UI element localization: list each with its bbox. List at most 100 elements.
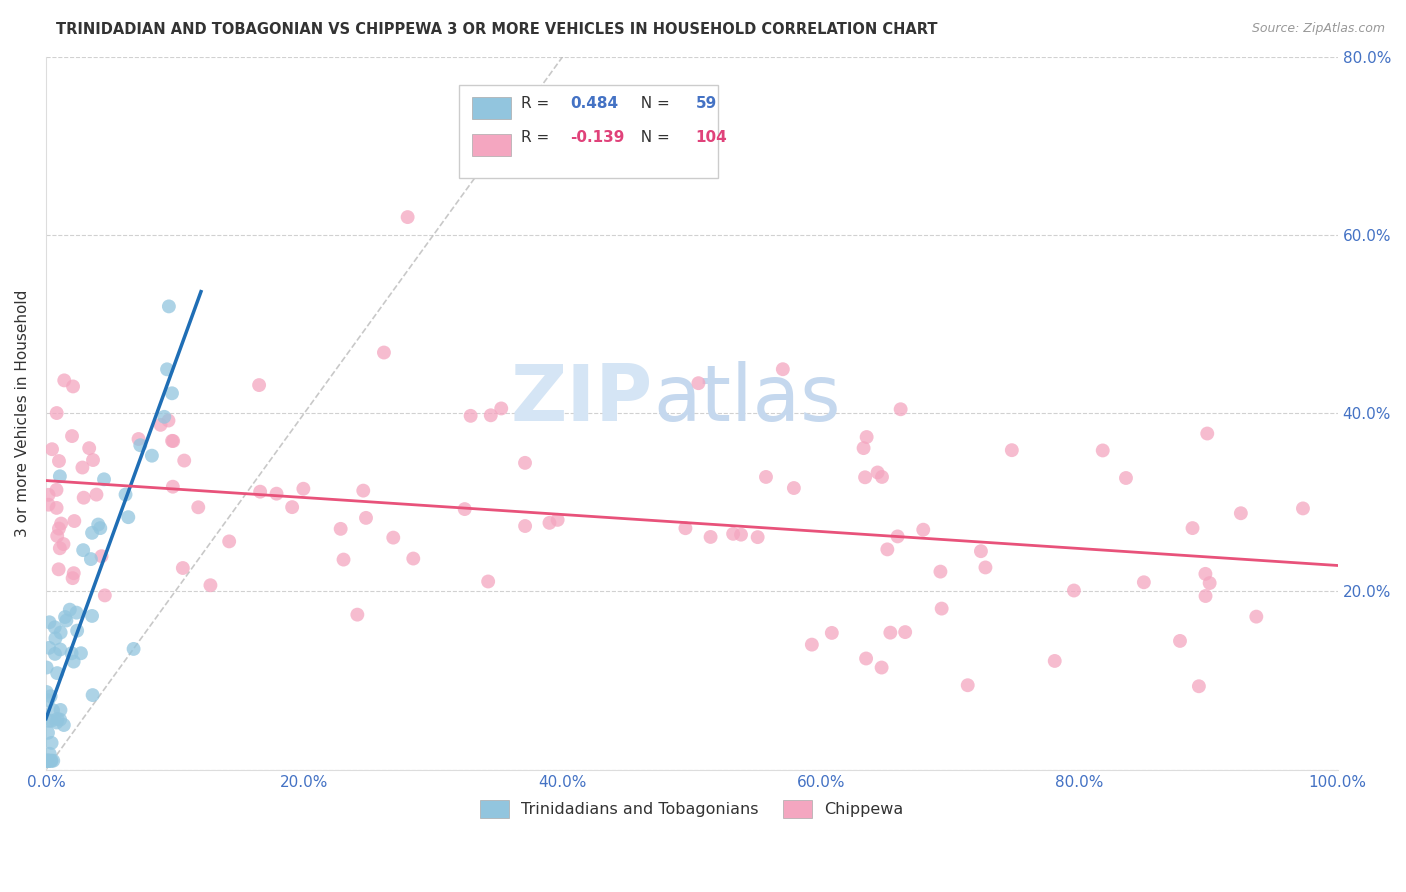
Point (86, 487, 108, 501)
Point (52, 537, 75, 551)
Point (547, 513, 569, 527)
Point (382, 531, 405, 545)
Point (956, 678, 979, 692)
Point (153, 409, 176, 424)
Point (45, 715, 67, 730)
Point (894, 625, 917, 640)
Point (1246, 609, 1268, 624)
Point (35, 685, 58, 699)
Point (38, 747, 60, 761)
Point (37, 693, 59, 707)
Point (41, 736, 63, 750)
Point (48, 522, 70, 536)
Point (44, 620, 66, 634)
Point (870, 660, 893, 674)
Point (53, 610, 76, 624)
Point (77, 441, 100, 455)
Point (42, 754, 65, 768)
Point (200, 578, 222, 592)
Point (41, 442, 63, 457)
Point (721, 526, 744, 541)
Point (49, 469, 72, 483)
Point (38, 488, 60, 502)
Point (38, 615, 60, 630)
Point (783, 481, 806, 495)
Point (1115, 471, 1137, 485)
Point (35, 660, 58, 674)
Point (173, 453, 195, 467)
Point (141, 449, 163, 463)
Point (1133, 575, 1156, 590)
Point (45, 500, 67, 515)
Point (80, 609, 103, 624)
Point (46, 666, 69, 681)
Point (1063, 583, 1085, 598)
Point (90, 549, 112, 564)
Point (1043, 654, 1066, 668)
Point (513, 519, 536, 533)
Point (122, 641, 145, 656)
Point (89, 521, 111, 535)
Point (157, 413, 180, 427)
Point (870, 470, 893, 484)
Point (52, 718, 75, 732)
Point (114, 487, 136, 501)
Text: R =: R = (522, 129, 554, 145)
Point (929, 565, 952, 579)
Point (41, 754, 63, 768)
Point (747, 530, 769, 544)
Point (59, 602, 82, 616)
FancyBboxPatch shape (472, 96, 510, 120)
Point (93, 472, 115, 486)
Point (890, 402, 912, 417)
Point (1194, 566, 1216, 581)
Point (45, 406, 67, 420)
Point (35, 754, 58, 768)
Point (876, 542, 898, 557)
Point (82, 453, 104, 467)
Point (44, 632, 66, 646)
Point (673, 521, 696, 535)
Point (62, 655, 84, 669)
Point (477, 574, 499, 589)
Point (80, 552, 103, 566)
Point (1091, 443, 1114, 458)
Point (931, 601, 953, 615)
Point (1197, 426, 1219, 441)
Point (38, 714, 60, 728)
Point (35, 754, 58, 768)
Text: -0.139: -0.139 (571, 129, 624, 145)
Point (352, 483, 374, 498)
Point (396, 210, 419, 224)
Point (38, 640, 60, 655)
Point (149, 417, 172, 432)
Point (852, 441, 875, 455)
Point (479, 409, 502, 423)
Point (688, 376, 710, 391)
Point (853, 470, 876, 484)
Point (66, 624, 89, 638)
Point (162, 434, 184, 448)
Point (49, 516, 72, 531)
Point (41, 714, 63, 728)
Point (538, 516, 561, 530)
Point (55, 614, 77, 628)
Point (332, 552, 354, 566)
Point (699, 530, 721, 544)
Text: 59: 59 (696, 95, 717, 111)
Point (62, 571, 84, 585)
Point (1292, 501, 1315, 516)
Y-axis label: 3 or more Vehicles in Household: 3 or more Vehicles in Household (15, 290, 30, 537)
Point (156, 362, 179, 376)
Point (62, 566, 84, 581)
Point (60, 646, 83, 660)
Point (160, 386, 183, 401)
Point (82, 688, 104, 702)
Point (855, 430, 877, 444)
Point (974, 560, 997, 574)
Point (49, 541, 72, 556)
Point (39, 754, 62, 768)
Point (821, 626, 844, 640)
Point (129, 438, 152, 452)
Point (46, 712, 69, 726)
